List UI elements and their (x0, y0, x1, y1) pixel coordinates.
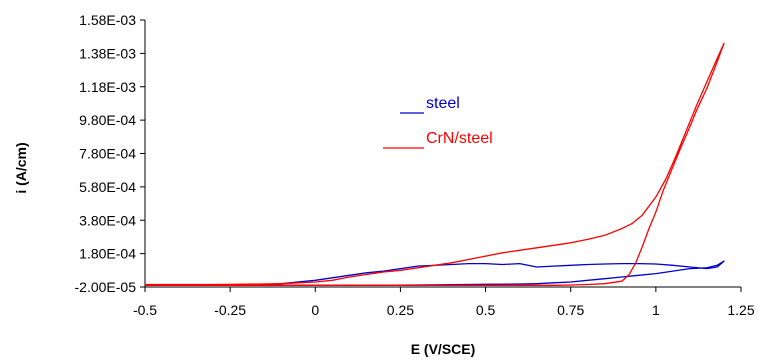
x-tick-label: -0.25 (214, 302, 246, 318)
y-tick-label: 7.80E-04 (79, 146, 136, 162)
x-tick-label: 1 (652, 302, 660, 318)
y-tick-label: 1.18E-03 (79, 79, 136, 95)
x-tick-label: 0.25 (387, 302, 414, 318)
legend: steel CrN/steel (383, 95, 493, 149)
x-tick-label: 1.25 (727, 302, 754, 318)
y-tick-label: 3.80E-04 (79, 212, 136, 228)
y-tick-label: -2.00E-05 (75, 279, 137, 295)
legend-label: CrN/steel (426, 130, 493, 147)
series-layer (145, 42, 725, 286)
x-tick-label: 0.5 (476, 302, 496, 318)
y-tick-label: 1.58E-03 (79, 12, 136, 28)
x-tick-label: 0 (311, 302, 319, 318)
x-axis-title: E (V/SCE) (411, 341, 476, 357)
y-tick-label: 1.38E-03 (79, 45, 136, 61)
y-axis-title: i (A/cm) (13, 142, 29, 193)
x-tick-label: 0.75 (557, 302, 584, 318)
y-tick-label: 5.80E-04 (79, 179, 136, 195)
legend-label: steel (426, 95, 460, 112)
x-tick-label: -0.5 (133, 302, 157, 318)
series-line-steel (145, 260, 725, 286)
series-line-crn-steel (145, 42, 725, 286)
y-tick-label: 9.80E-04 (79, 112, 136, 128)
y-tick-label: 1.80E-04 (79, 246, 136, 262)
axes: -2.00E-05 1.80E-04 3.80E-04 5.80E-04 7.80E-0… (75, 12, 755, 318)
